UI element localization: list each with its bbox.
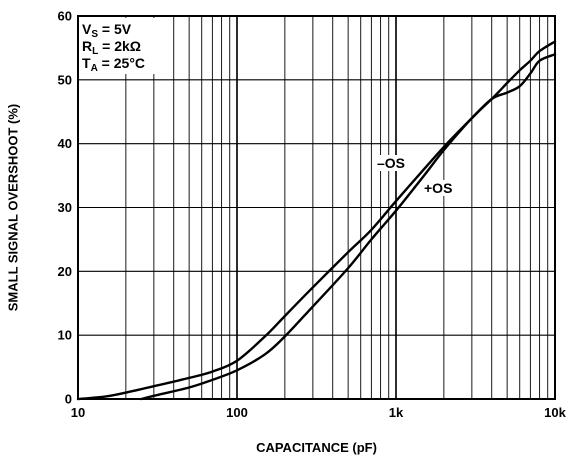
y-tick-label: 0 <box>65 392 72 407</box>
plot-frame <box>77 15 556 400</box>
x-axis-title: CAPACITANCE (pF) <box>256 440 377 455</box>
condition-line: RL = 2kΩ <box>82 38 141 57</box>
y-tick-label: 60 <box>58 9 72 24</box>
pos-os-label-background <box>422 180 458 196</box>
x-tick-label: 10 <box>71 405 85 420</box>
condition-line: VS = 5V <box>82 21 132 40</box>
pos-os-curve <box>140 40 557 401</box>
y-tick-label: 10 <box>58 328 72 343</box>
condition-line: TA = 25°C <box>82 55 145 74</box>
x-tick-label: 1k <box>389 405 404 420</box>
neg-os-label: –OS <box>377 155 405 171</box>
y-tick-label: 30 <box>58 200 72 215</box>
y-tick-label: 40 <box>58 136 72 151</box>
neg-os-curve <box>76 53 557 401</box>
x-tick-label: 100 <box>226 405 248 420</box>
pos-os-label: +OS <box>424 180 452 196</box>
y-tick-labels: 0 10 20 30 40 50 60 <box>58 9 72 407</box>
curves <box>76 40 557 401</box>
x-tick-labels: 10 100 1k 10k <box>71 405 567 420</box>
y-tick-label: 20 <box>58 264 72 279</box>
y-axis-title: SMALL SIGNAL OVERSHOOT (%) <box>5 104 20 312</box>
x-tick-label: 10k <box>544 405 566 420</box>
conditions-background <box>80 18 168 74</box>
y-tick-label: 50 <box>58 72 72 87</box>
grid <box>78 16 555 399</box>
neg-os-label-background <box>375 155 411 171</box>
